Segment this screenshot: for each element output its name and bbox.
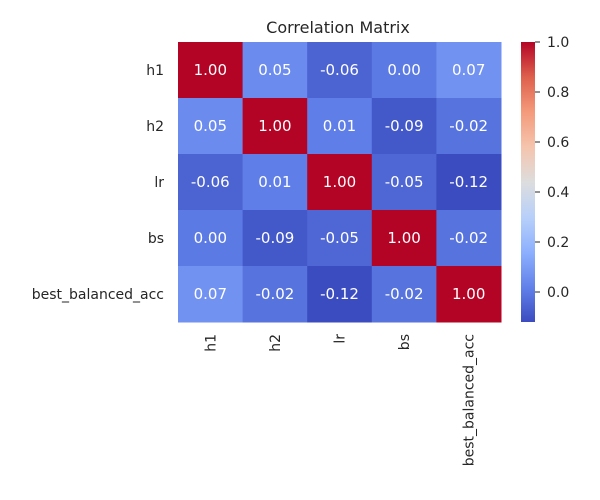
cell-value-label: 1.00 xyxy=(387,229,420,247)
cell-value-label: -0.09 xyxy=(255,229,294,247)
heatmap-cell-best_balanced_acc-best_balanced_acc xyxy=(436,266,502,323)
colorbar-tick-label: 0.4 xyxy=(547,185,569,201)
chart-title: Correlation Matrix xyxy=(266,18,410,37)
cell-value-label: 0.05 xyxy=(194,117,227,135)
heatmap-cell-best_balanced_acc-bs xyxy=(371,266,437,323)
cell-value-label: -0.05 xyxy=(385,173,424,191)
column-label-bs: bs xyxy=(397,334,413,350)
heatmap-cell-h1-h2 xyxy=(242,42,308,99)
heatmap-cell-best_balanced_acc-h1 xyxy=(178,266,244,323)
cell-value-label: -0.02 xyxy=(385,285,424,303)
heatmap-cell-best_balanced_acc-lr xyxy=(307,266,373,323)
cell-value-label: 1.00 xyxy=(323,173,356,191)
heatmap-cell-h2-h1 xyxy=(178,98,244,155)
heatmap-cell-h2-lr xyxy=(307,98,373,155)
heatmap-cell-h2-h2 xyxy=(242,98,308,155)
cell-value-label: 0.00 xyxy=(387,61,420,79)
cell-value-label: 0.05 xyxy=(258,61,291,79)
colorbar-ticks: 0.0 0.2 0.4 0.6 0.8 1.0 xyxy=(535,35,569,301)
column-tick-labels: h1 h2 lr bs best_balanced_acc xyxy=(203,334,477,466)
heatmap-cell-h2-best_balanced_acc xyxy=(436,98,502,155)
cell-value-label: 0.00 xyxy=(194,229,227,247)
column-label-lr: lr xyxy=(333,334,349,344)
cell-value-label: 0.01 xyxy=(258,173,291,191)
heatmap-cells: 1.00 0.05 -0.06 0.00 0.07 0.05 1.00 0.01 -0.09 -0… xyxy=(178,42,502,323)
row-label-bs: bs xyxy=(148,231,164,247)
row-label-best_balanced_acc: best_balanced_acc xyxy=(32,287,164,303)
heatmap-cell-best_balanced_acc-h2 xyxy=(242,266,308,323)
cell-value-label: -0.09 xyxy=(385,117,424,135)
cell-value-label: 1.00 xyxy=(194,61,227,79)
cell-value-label: 0.01 xyxy=(323,117,356,135)
colorbar-tick-label: 0.2 xyxy=(547,235,569,251)
heatmap-cell-h2-bs xyxy=(371,98,437,155)
colorbar-tick-label: 0.6 xyxy=(547,135,569,151)
heatmap-cell-lr-h2 xyxy=(242,154,308,211)
heatmap-cell-h1-h1 xyxy=(178,42,244,99)
cell-value-label: 0.07 xyxy=(452,61,485,79)
cell-value-label: -0.06 xyxy=(320,61,359,79)
row-label-h1: h1 xyxy=(146,63,164,79)
cell-value-label: -0.05 xyxy=(320,229,359,247)
column-label-h2: h2 xyxy=(268,334,284,352)
row-tick-labels: h1 h2 lr bs best_balanced_acc xyxy=(32,63,164,303)
heatmap-cell-lr-bs xyxy=(371,154,437,211)
heatmap-cell-lr-h1 xyxy=(178,154,244,211)
cell-value-label: -0.02 xyxy=(449,117,488,135)
heatmap-cell-h1-lr xyxy=(307,42,373,99)
heatmap-cell-bs-bs xyxy=(371,210,437,267)
heatmap-cell-h1-bs xyxy=(371,42,437,99)
heatmap-cell-bs-h1 xyxy=(178,210,244,267)
column-label-best_balanced_acc: best_balanced_acc xyxy=(462,334,478,466)
heatmap-cell-lr-best_balanced_acc xyxy=(436,154,502,211)
cell-value-label: 1.00 xyxy=(452,285,485,303)
heatmap-cell-bs-best_balanced_acc xyxy=(436,210,502,267)
column-label-h1: h1 xyxy=(203,334,219,352)
heatmap-cell-bs-h2 xyxy=(242,210,308,267)
heatmap-cell-lr-lr xyxy=(307,154,373,211)
heatmap-cell-bs-lr xyxy=(307,210,373,267)
cell-value-label: -0.02 xyxy=(449,229,488,247)
cell-value-label: 0.07 xyxy=(194,285,227,303)
row-label-lr: lr xyxy=(154,175,164,191)
colorbar xyxy=(521,42,535,322)
cell-value-label: -0.02 xyxy=(255,285,294,303)
cell-value-label: -0.06 xyxy=(191,173,230,191)
row-label-h2: h2 xyxy=(146,119,164,135)
colorbar-tick-label: 0.8 xyxy=(547,85,569,101)
cell-value-label: 1.00 xyxy=(258,117,291,135)
colorbar-tick-label: 1.0 xyxy=(547,35,569,51)
heatmap-cell-h1-best_balanced_acc xyxy=(436,42,502,99)
cell-value-label: -0.12 xyxy=(449,173,488,191)
colorbar-tick-label: 0.0 xyxy=(547,285,569,301)
cell-value-label: -0.12 xyxy=(320,285,359,303)
